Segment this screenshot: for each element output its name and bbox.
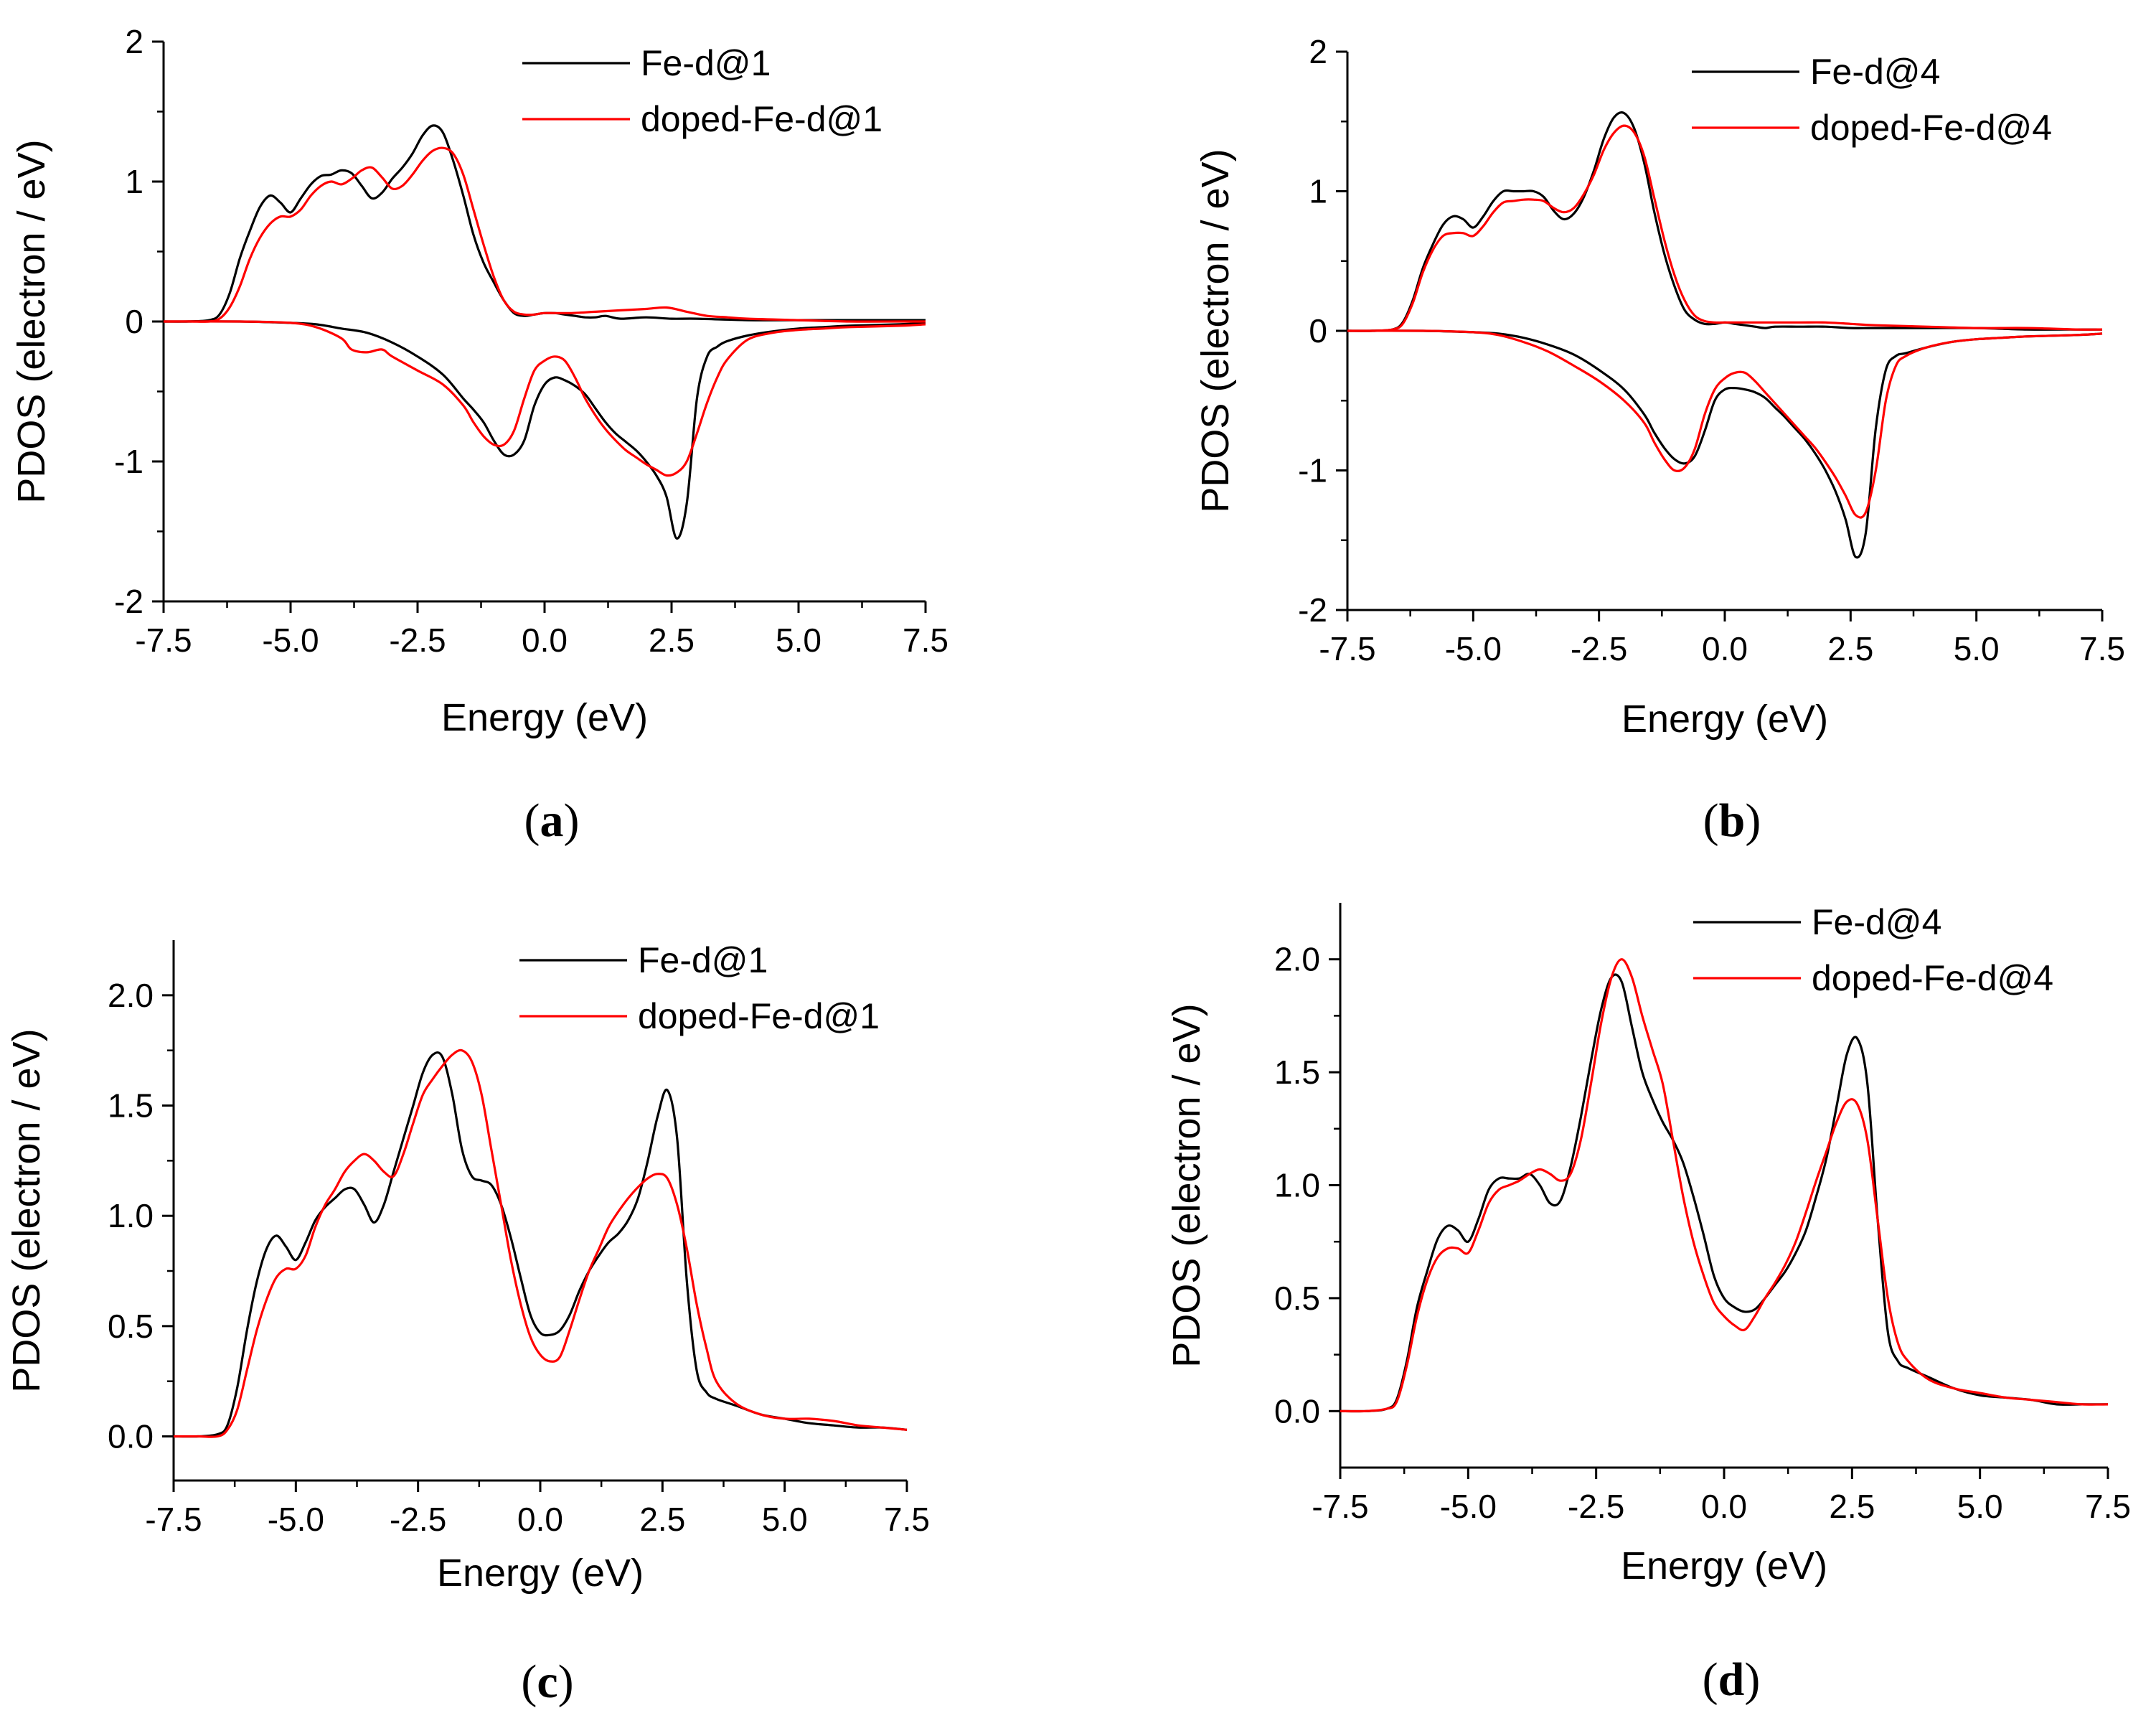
y-tick-label: 0.0 (108, 1418, 154, 1455)
y-tick-label: -1 (114, 443, 143, 480)
y-tick-label: 0.5 (1274, 1280, 1320, 1317)
y-tick-label: 2 (1309, 33, 1327, 70)
y-axis-title: PDOS (electron / eV) (1194, 149, 1237, 512)
x-tick-label: 0.0 (1702, 630, 1748, 667)
x-tick-label: -5.0 (1445, 630, 1502, 667)
x-tick-label: 7.5 (2079, 630, 2125, 667)
x-tick-label: 5.0 (776, 621, 822, 659)
y-tick-label: 1 (1309, 173, 1327, 210)
panel-caption: (d) (1703, 1653, 1761, 1706)
x-tick-label: -2.5 (1568, 1488, 1624, 1525)
legend-label: Fe-d@4 (1812, 902, 1941, 942)
y-tick-label: 0.5 (108, 1308, 154, 1345)
y-tick-label: -2 (114, 583, 143, 620)
series-line-doped (174, 1048, 908, 1438)
y-tick-label: 2 (125, 23, 143, 60)
x-tick-label: 2.5 (649, 621, 695, 659)
series-line-doped (1340, 958, 2109, 1413)
y-tick-label: 1.5 (1274, 1054, 1320, 1091)
x-tick-label: 5.0 (762, 1501, 808, 1538)
y-axis-title: PDOS (electron / eV) (5, 1028, 48, 1392)
x-axis-title: Energy (eV) (1621, 1544, 1827, 1587)
x-tick-label: 5.0 (1957, 1488, 2003, 1525)
y-tick-label: 1.5 (108, 1087, 154, 1125)
x-tick-label: -2.5 (390, 1501, 446, 1538)
legend-label: doped-Fe-d@4 (1812, 958, 2053, 998)
series-line-pristine (1347, 329, 2103, 559)
x-tick-label: -7.5 (135, 621, 192, 659)
series-line-pristine (163, 124, 926, 323)
y-tick-label: 1 (125, 163, 143, 200)
legend-label: doped-Fe-d@4 (1810, 108, 2052, 148)
x-tick-label: 0.0 (517, 1501, 563, 1538)
y-tick-label: -2 (1298, 591, 1327, 629)
x-axis-title: Energy (eV) (437, 1552, 644, 1595)
x-tick-label: 0.0 (1701, 1488, 1747, 1525)
panel-caption: (b) (1703, 794, 1761, 847)
series-line-doped (164, 146, 926, 323)
legend-label: Fe-d@1 (641, 43, 771, 83)
chart-panel-b: -7.5 -5.0 -2.5 0.0 2.5 5.0 7.5 -2 -1 0 1 2 Energy (e… (1194, 33, 2125, 847)
x-tick-label: -5.0 (268, 1501, 324, 1538)
series-line-pristine (1347, 111, 2102, 332)
x-axis-title: Energy (eV) (441, 696, 648, 739)
legend-label: Fe-d@4 (1810, 52, 1940, 92)
x-tick-label: 2.5 (1827, 630, 1873, 667)
chart-panel-a: -7.5 -5.0 -2.5 0.0 2.5 5.0 7.5 -2 -1 0 1 2 Energy (e… (10, 23, 948, 847)
series-line-doped (1347, 124, 2103, 332)
series-line-pristine (163, 320, 926, 540)
x-tick-label: -7.5 (1312, 1488, 1368, 1525)
y-tick-label: 0.0 (1274, 1392, 1320, 1430)
x-tick-label: 2.5 (1829, 1488, 1875, 1525)
x-tick-label: 7.5 (903, 621, 948, 659)
x-tick-label: 7.5 (2085, 1488, 2131, 1525)
y-tick-label: -1 (1298, 452, 1327, 489)
x-tick-label: -2.5 (389, 621, 446, 659)
y-tick-label: 1.0 (1274, 1167, 1320, 1204)
y-axis-title: PDOS (electron / eV) (1165, 1003, 1208, 1367)
chart-panel-c: -7.5 -5.0 -2.5 0.0 2.5 5.0 7.5 0.0 0.5 1.0 1.5 2.0 E… (5, 940, 930, 1708)
panel-caption: (a) (524, 794, 580, 847)
x-tick-label: -5.0 (1440, 1488, 1497, 1525)
chart-panel-d: -7.5 -5.0 -2.5 0.0 2.5 5.0 7.5 0.0 0.5 1.0 1.5 2.0 E… (1165, 902, 2131, 1706)
series-line-pristine (173, 1051, 908, 1438)
y-tick-label: 0 (1309, 312, 1327, 349)
series-line-doped (163, 320, 926, 477)
y-tick-label: 2.0 (108, 977, 154, 1014)
y-tick-label: 1.0 (108, 1197, 154, 1234)
series-line-pristine (1340, 973, 2108, 1413)
x-tick-label: 5.0 (1954, 630, 2000, 667)
legend-label: Fe-d@1 (638, 940, 768, 980)
x-tick-label: 0.0 (522, 621, 568, 659)
x-tick-label: 2.5 (639, 1501, 685, 1538)
y-tick-label: 2.0 (1274, 941, 1320, 978)
x-tick-label: -7.5 (145, 1501, 202, 1538)
series-line-doped (1347, 329, 2103, 519)
x-tick-label: -5.0 (262, 621, 319, 659)
y-tick-label: 0 (125, 303, 143, 340)
panel-caption: (c) (521, 1656, 573, 1708)
legend-label: doped-Fe-d@1 (641, 99, 882, 139)
x-tick-label: -7.5 (1319, 630, 1375, 667)
legend-label: doped-Fe-d@1 (638, 996, 880, 1036)
x-tick-label: 7.5 (884, 1501, 930, 1538)
x-tick-label: -2.5 (1571, 630, 1627, 667)
y-axis-title: PDOS (electron / eV) (10, 139, 53, 503)
x-axis-title: Energy (eV) (1621, 698, 1828, 741)
